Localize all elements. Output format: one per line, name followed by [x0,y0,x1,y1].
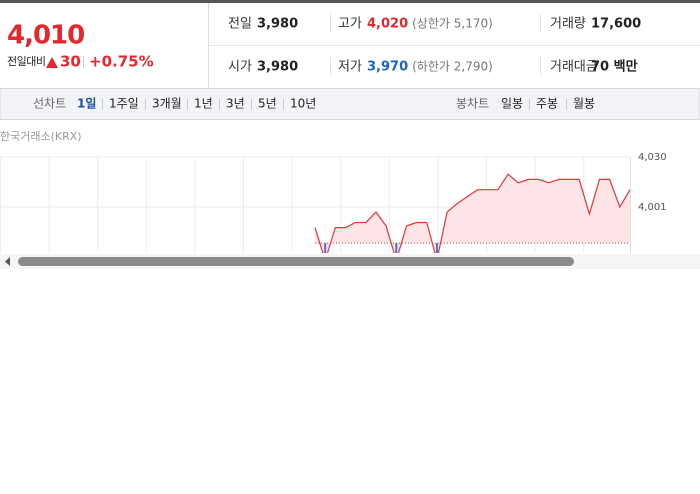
period-tab[interactable]: 5년 [258,97,277,111]
period-tab[interactable]: 1주일 [109,97,139,111]
period-tab[interactable]: 1년 [194,97,213,111]
y-tick-label: 4,030 [638,152,667,163]
line-chart-label: 선차트 [33,97,66,111]
stat-note: (하한가 2,790) [412,60,493,74]
stat-value: 3,980 [257,17,298,32]
y-tick-label: 4,001 [638,202,667,213]
candle-chart-label: 봉차트 [456,97,489,111]
stat-label: 거래량 [550,17,586,32]
period-tab[interactable]: 월봉 [573,97,595,111]
stat-label: 거래대금 [550,60,598,75]
stat-note: (상한가 5,170) [412,17,493,31]
plot [0,156,631,253]
stat-label: 저가 [338,60,362,75]
stat-value: 17,600 [591,17,641,32]
stat-value: 3,970 [367,60,408,75]
source: 한국거래소(KRX) [0,130,82,143]
period-tab[interactable]: 주봉 [536,97,558,111]
scroll-thumb[interactable] [18,257,574,266]
period-tab[interactable]: 일봉 [501,97,523,111]
stat-value: 3,980 [257,60,298,75]
period-tab[interactable]: 3년 [226,97,245,111]
stat-label: 고가 [338,17,362,32]
up-icon [46,57,58,68]
stat-value: 70 백만 [591,59,638,75]
change-label: 전일대비 [7,54,45,68]
scroll-left[interactable] [5,257,10,266]
top-border [0,0,700,3]
period-tab[interactable]: 3개월 [152,97,182,111]
stat-value: 4,020 [367,17,408,32]
stat-label: 시가 [228,60,252,75]
toolbar [0,88,700,120]
period-tab[interactable]: 1일 [77,97,96,111]
price-line [314,173,631,253]
price: 4,010 [7,21,84,51]
stat-label: 전일 [228,17,252,32]
change: 30 [60,53,81,71]
area [315,174,630,253]
change-rate: +0.75% [89,53,154,71]
period-tab[interactable]: 10년 [290,97,316,111]
